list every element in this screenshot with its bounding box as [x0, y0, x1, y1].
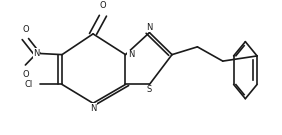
Text: O: O: [22, 70, 29, 79]
Text: N: N: [34, 49, 40, 58]
Text: N: N: [90, 104, 96, 113]
Text: S: S: [147, 85, 152, 94]
Text: N: N: [128, 50, 134, 59]
Text: Cl: Cl: [24, 80, 32, 89]
Text: N: N: [146, 23, 153, 32]
Text: O: O: [22, 25, 29, 34]
Text: O: O: [100, 1, 106, 10]
